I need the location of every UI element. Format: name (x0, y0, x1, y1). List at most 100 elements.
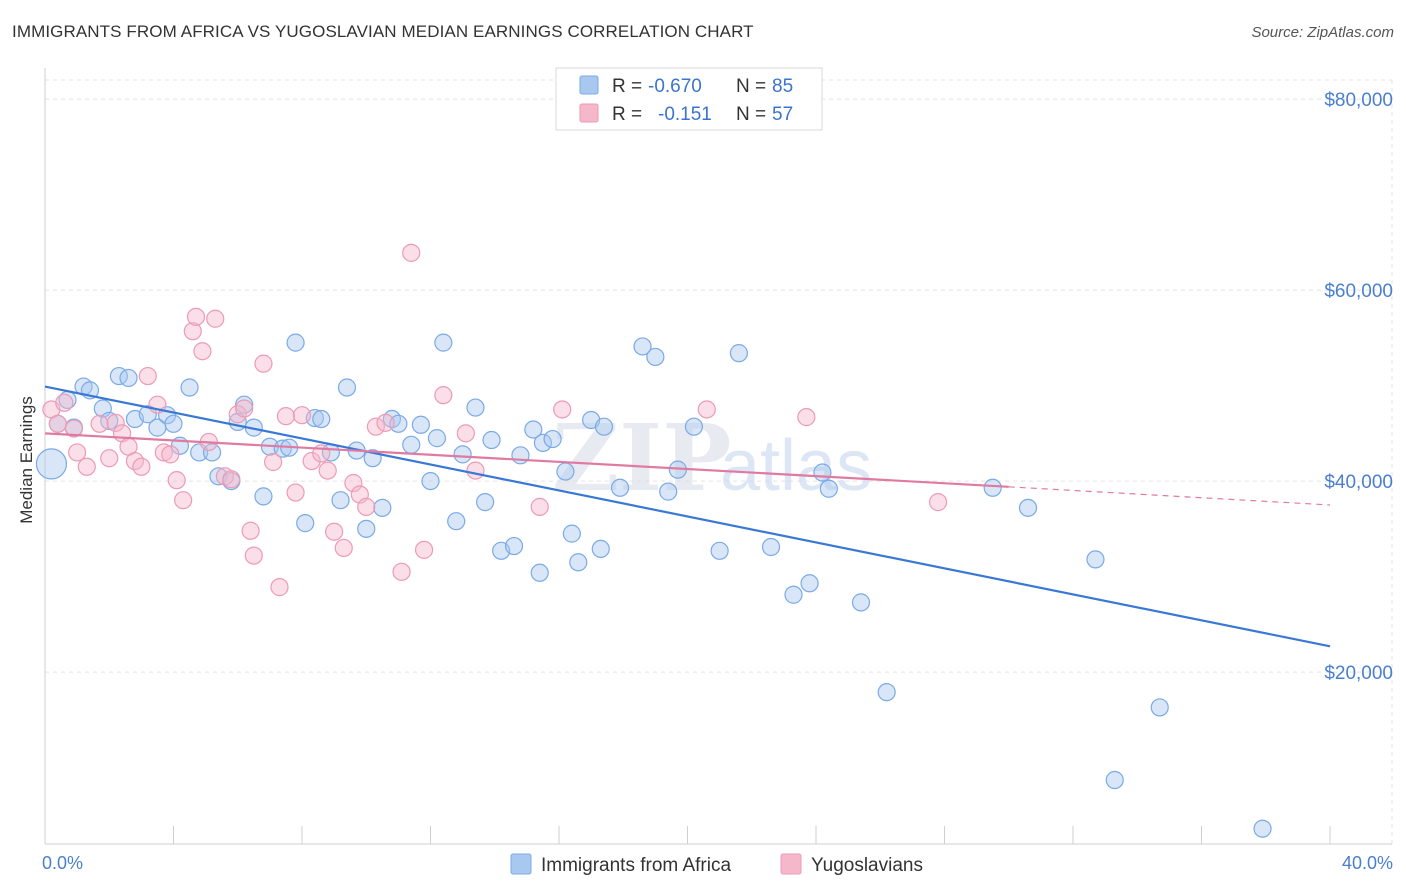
y-tick-label-2: $60,000 (1324, 281, 1393, 302)
africa-point-70 (729, 344, 749, 363)
bottom-legend-swatch-africa (510, 853, 532, 875)
legend-r-label-yugoslavians: R = (612, 104, 642, 125)
yugoslavian-point-40 (334, 538, 353, 558)
africa-point-75 (819, 479, 838, 498)
watermark-zip: ZIP (552, 404, 731, 512)
yugoslavian-trend-line (44, 432, 1009, 488)
legend-r-value-africa: -0.670 (648, 76, 702, 97)
yugoslavian-point-46 (392, 562, 411, 581)
y-tick-label-3: $80,000 (1324, 90, 1393, 111)
yugoslavian-point-55 (797, 408, 816, 427)
africa-point-27 (286, 333, 305, 352)
axes (44, 68, 1392, 845)
yugoslavian-point-13 (138, 366, 157, 386)
yugoslavian-point-54 (697, 400, 716, 419)
africa-point-77 (877, 683, 896, 702)
africa-point-23 (254, 487, 273, 506)
africa-point-81 (1105, 770, 1124, 790)
yugoslavian-point-25 (222, 470, 241, 489)
africa-point-74 (813, 463, 832, 482)
africa-point-57 (556, 462, 575, 481)
yugoslavian-point-16 (161, 445, 180, 464)
africa-point-49 (482, 430, 501, 450)
data-points (35, 243, 1272, 838)
x-tick-label-0: 0.0% (42, 853, 83, 873)
yugoslavian-point-56 (928, 493, 948, 512)
bottom-legend-swatch-yugoslavians (780, 853, 802, 875)
yugoslavian-point-35 (292, 406, 312, 425)
yugoslavian-point-44 (366, 417, 385, 436)
yugoslavian-point-27 (235, 399, 254, 418)
africa-point-62 (594, 417, 614, 436)
yugoslavian-point-8 (106, 413, 125, 432)
legend-r-label-africa: R = (612, 76, 642, 97)
yugoslavian-trend-line-dashed (1008, 486, 1331, 506)
africa-point-76 (851, 593, 871, 612)
yugoslavian-point-32 (270, 578, 289, 597)
yugoslavian-point-3 (64, 419, 84, 438)
africa-point-30 (312, 409, 331, 429)
africa-point-45 (447, 512, 466, 531)
africa-point-43 (427, 429, 447, 448)
yugoslavian-point-47 (402, 243, 421, 262)
africa-point-58 (562, 524, 581, 543)
africa-point-66 (659, 482, 678, 501)
africa-point-56 (543, 429, 562, 449)
y-axis-label: Median Earnings (17, 396, 36, 524)
legend-swatch-africa (579, 75, 599, 95)
legend-box (555, 67, 823, 131)
africa-point-8 (119, 368, 138, 388)
yugoslavian-point-19 (183, 322, 202, 341)
africa-point-53 (524, 420, 543, 439)
trend-lines (44, 385, 1331, 648)
africa-point-63 (610, 478, 630, 497)
yugoslavian-point-2 (55, 393, 74, 412)
legend-bottom: Immigrants from Africa Yugoslavians (510, 853, 923, 876)
africa-point-10 (138, 405, 157, 424)
yugoslavian-point-30 (254, 354, 273, 373)
africa-point-47 (466, 398, 485, 417)
legend-top: R = -0.670 N = 85 R = -0.151 N = 57 (555, 67, 823, 131)
legend-n-label-africa: N = (736, 76, 766, 97)
africa-point-33 (337, 378, 357, 397)
africa-point-79 (1018, 498, 1038, 517)
bottom-legend-label-yugoslavians: Yugoslavians (811, 855, 923, 876)
africa-point-72 (784, 585, 803, 604)
africa-point-41 (411, 415, 430, 434)
yugoslavian-point-51 (466, 461, 485, 480)
legend-r-value-yugoslavians: -0.151 (658, 104, 712, 125)
africa-point-44 (434, 333, 453, 352)
yugoslavian-point-29 (244, 546, 263, 565)
africa-point-39 (389, 414, 408, 433)
yugoslavian-point-43 (357, 497, 376, 516)
africa-trend-line (44, 385, 1331, 648)
africa-point-61 (591, 539, 610, 559)
africa-point-82 (1150, 698, 1169, 717)
africa-point-65 (646, 347, 665, 367)
yugoslavian-point-33 (276, 407, 296, 426)
africa-point-28 (296, 514, 315, 533)
yugoslavian-point-21 (193, 342, 212, 361)
yugoslavian-point-6 (90, 414, 109, 433)
africa-point-48 (476, 493, 495, 512)
watermark-atlas: atlas (720, 426, 872, 506)
yugoslavian-point-1 (48, 414, 67, 433)
yugoslavian-point-48 (414, 540, 434, 559)
yugoslavian-point-53 (553, 400, 572, 419)
watermark: ZIP atlas (552, 404, 872, 512)
yugoslavian-point-52 (530, 497, 549, 516)
yugoslavian-point-15 (154, 443, 173, 462)
yugoslavian-point-38 (318, 461, 337, 480)
yugoslavian-point-45 (376, 413, 395, 432)
legend-n-label-yugoslavians: N = (736, 104, 766, 125)
africa-point-69 (710, 541, 729, 560)
yugoslavian-point-34 (286, 483, 305, 502)
chart-title: IMMIGRANTS FROM AFRICA VS YUGOSLAVIAN ME… (12, 22, 754, 41)
africa-point-83 (1253, 819, 1272, 838)
africa-point-78 (983, 478, 1002, 497)
yugoslavian-point-17 (167, 471, 186, 490)
africa-point-0 (35, 448, 68, 480)
africa-point-21 (235, 395, 254, 414)
x-tick-label-1: 40.0% (1342, 853, 1393, 873)
africa-point-73 (800, 574, 819, 593)
